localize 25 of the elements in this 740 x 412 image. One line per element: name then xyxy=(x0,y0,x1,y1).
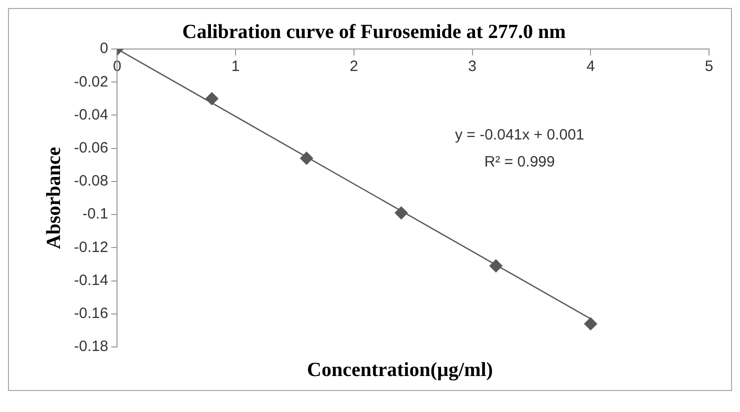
x-tick-label: 1 xyxy=(231,58,240,76)
point xyxy=(394,206,408,220)
x-tick-label: 2 xyxy=(350,58,358,76)
point xyxy=(584,317,598,330)
y-axis-title: Absorbance xyxy=(43,146,66,250)
chart-title: Calibration curve of Furosemide at 277.0 nm xyxy=(182,21,566,44)
point xyxy=(489,259,502,272)
y-tick-label: -0.14 xyxy=(74,272,108,289)
y-tick-label: 0 xyxy=(100,40,108,58)
y-tick-label: -0.02 xyxy=(74,73,108,90)
y-tick-label: -0.18 xyxy=(74,338,108,356)
y-tick-label: -0.04 xyxy=(74,106,108,124)
annotation: R² = 0.999 xyxy=(484,153,555,170)
x-tick-label: 3 xyxy=(468,58,476,76)
y-tick-label: -0.12 xyxy=(74,238,108,256)
point xyxy=(205,92,218,106)
y-tick-label: -0.16 xyxy=(74,305,108,322)
point xyxy=(300,152,314,165)
y-tick-label: -0.08 xyxy=(74,172,108,190)
y-tick-label: -0.06 xyxy=(74,139,108,156)
x-axis-title: Concentration(µg/ml) xyxy=(306,359,494,383)
annotation: y = -0.041x + 0.001 xyxy=(454,126,584,144)
x-tick-label: 5 xyxy=(704,58,714,76)
x-tick-label: 4 xyxy=(586,58,595,76)
y-tick-label: -0.1 xyxy=(82,206,108,223)
